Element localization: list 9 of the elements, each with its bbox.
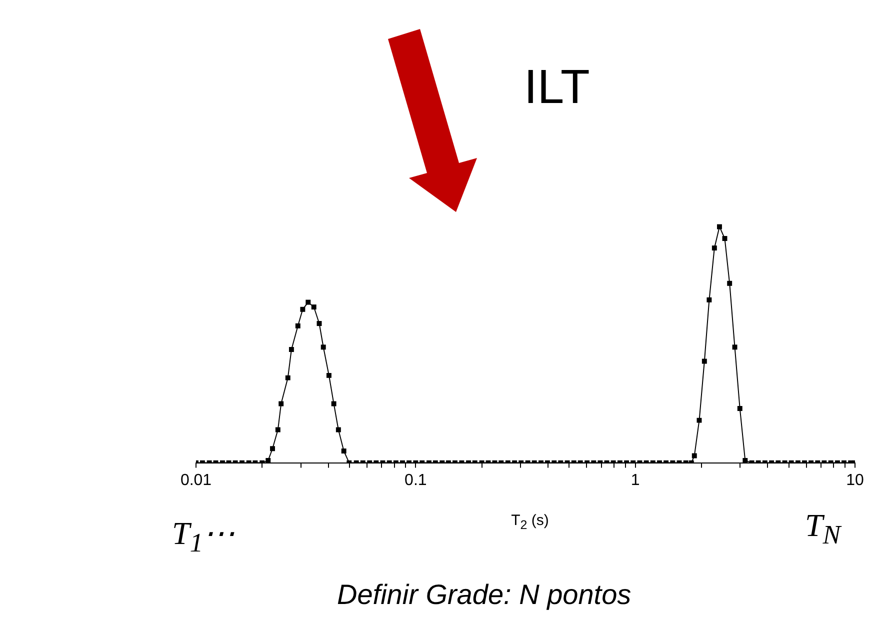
x-tick-label: 10 — [846, 472, 864, 489]
x-axis-title: T$_{2}$ (s) — [511, 512, 549, 532]
text: T$_{1}$⋯ — [172, 515, 236, 558]
text: ILT — [524, 61, 590, 115]
x-tick-label: 0.1 — [404, 472, 427, 489]
text: Definir Grade: N pontos — [337, 579, 632, 611]
x-tick-label: 1 — [630, 472, 640, 489]
x-tick-label: 0.01 — [180, 472, 212, 489]
text: T$_{N}$ — [805, 507, 841, 550]
